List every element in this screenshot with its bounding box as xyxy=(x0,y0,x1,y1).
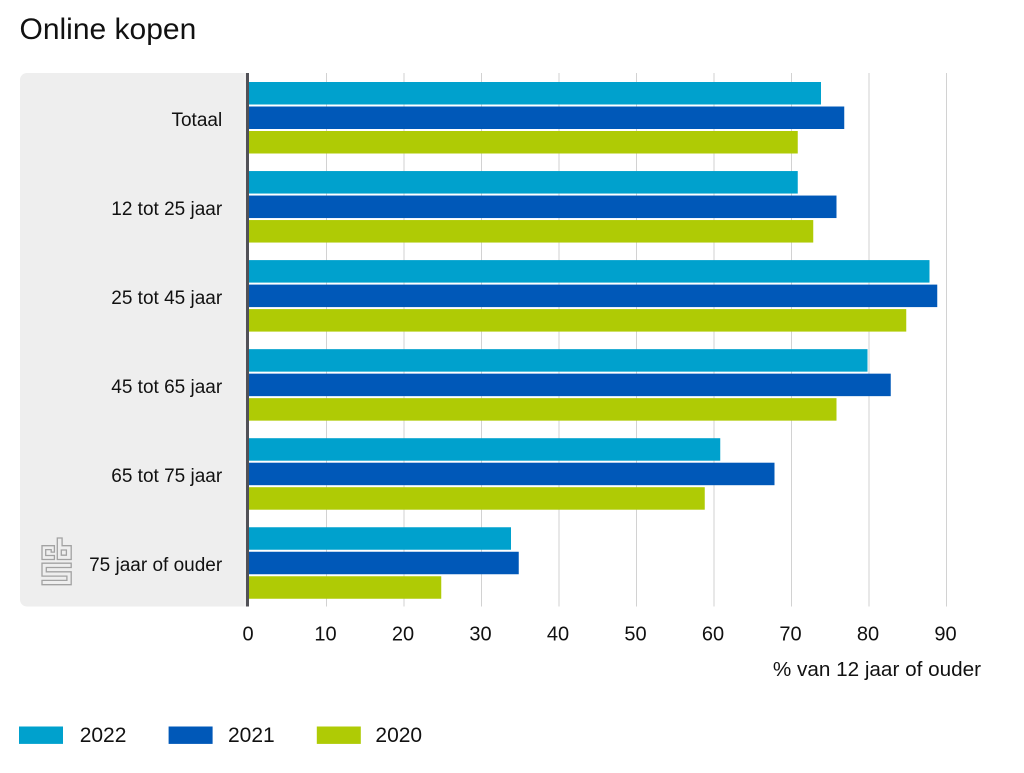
svg-text:70: 70 xyxy=(779,623,801,645)
svg-text:60: 60 xyxy=(702,623,724,645)
svg-text:20: 20 xyxy=(392,623,414,645)
svg-text:% van 12 jaar of ouder: % van 12 jaar of ouder xyxy=(773,658,981,681)
svg-text:12 tot 25 jaar: 12 tot 25 jaar xyxy=(111,199,223,220)
svg-text:0: 0 xyxy=(242,623,253,645)
svg-text:Online kopen: Online kopen xyxy=(20,13,197,46)
svg-text:10: 10 xyxy=(314,623,336,645)
svg-text:45 tot 65 jaar: 45 tot 65 jaar xyxy=(111,377,223,398)
svg-text:2021: 2021 xyxy=(228,724,275,747)
svg-text:80: 80 xyxy=(857,623,879,645)
svg-text:2022: 2022 xyxy=(80,724,127,747)
svg-text:30: 30 xyxy=(469,623,491,645)
svg-text:2020: 2020 xyxy=(375,724,422,747)
svg-text:50: 50 xyxy=(624,623,646,645)
svg-text:65 tot 75 jaar: 65 tot 75 jaar xyxy=(111,466,223,487)
svg-text:75 jaar of ouder: 75 jaar of ouder xyxy=(89,555,223,576)
svg-text:90: 90 xyxy=(934,623,956,645)
svg-text:Totaal: Totaal xyxy=(171,110,222,131)
svg-text:40: 40 xyxy=(547,623,569,645)
svg-text:25 tot 45 jaar: 25 tot 45 jaar xyxy=(111,288,223,309)
